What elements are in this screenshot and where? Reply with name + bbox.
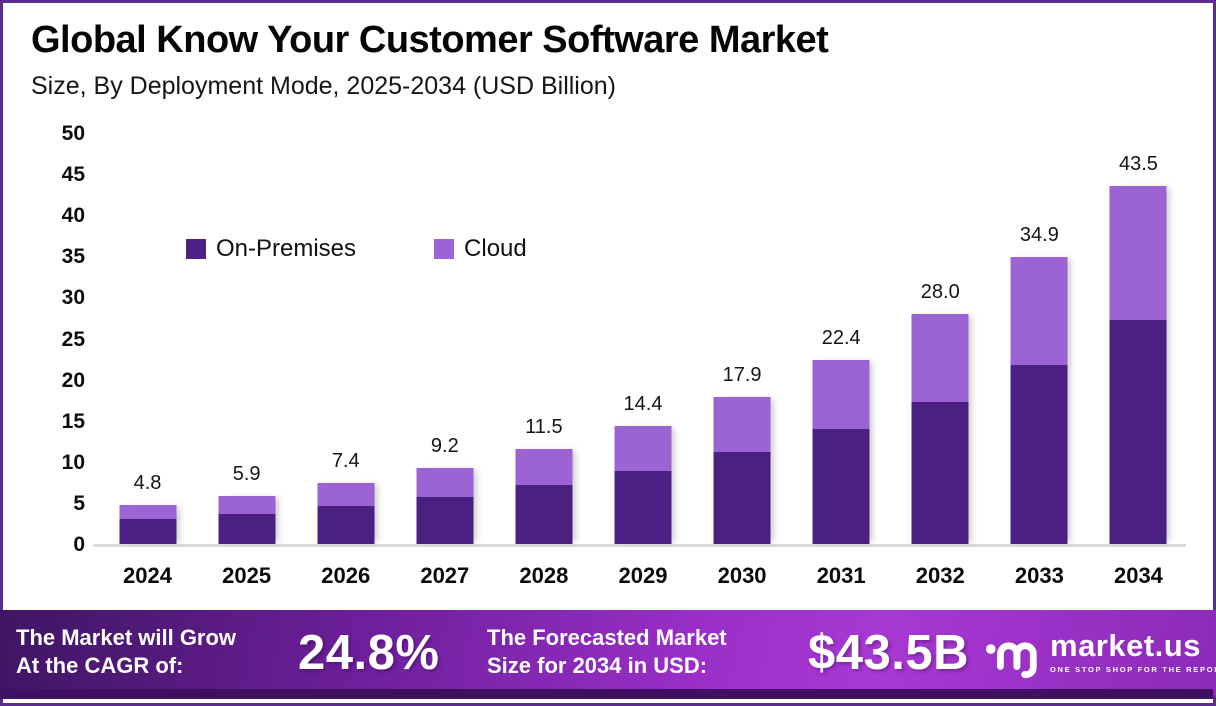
bar-segment-cloud-2024	[119, 504, 177, 520]
bar-segment-on-premises-2027	[416, 497, 474, 544]
x-axis-year-label-2032: 2032	[915, 563, 965, 588]
legend-swatch-on-premises	[186, 239, 206, 259]
bar-total-label-2030: 17.9	[722, 363, 762, 386]
bar-segment-on-premises-2034	[1109, 320, 1167, 544]
y-axis-tick-label: 35	[61, 245, 85, 269]
y-axis-tick-label: 5	[73, 491, 85, 515]
legend-item-cloud: Cloud	[434, 235, 527, 263]
legend-item-on-premises: On-Premises	[186, 235, 356, 263]
y-axis-tick-label: 0	[73, 533, 85, 556]
x-axis-year-label-2034: 2034	[1113, 563, 1163, 588]
bar-segment-on-premises-2025	[218, 513, 276, 544]
bar-segment-cloud-2031	[812, 359, 870, 429]
bar-total-label-2025: 5.9	[232, 462, 261, 485]
bar-group-2031	[812, 359, 870, 544]
chart-header: Global Know Your Customer Software Marke…	[31, 19, 829, 101]
bar-group-2024	[119, 504, 177, 544]
bar-segment-cloud-2027	[416, 468, 474, 498]
bar-total-label-2033: 34.9	[1019, 224, 1059, 247]
y-axis: 0 5 10 15 20 25 30 35 40 45 50	[33, 122, 85, 556]
x-axis-year-label-2025: 2025	[222, 563, 272, 588]
bar-segment-cloud-2025	[218, 495, 276, 514]
bar-total-label-2032: 28.0	[920, 280, 960, 303]
x-axis-baseline	[93, 544, 1186, 547]
bar-group-2032	[911, 313, 969, 544]
bar-group-2033	[1010, 257, 1068, 544]
x-axis-year-label-2030: 2030	[717, 563, 767, 588]
brand-block: market.us ONE STOP SHOP FOR THE REPORTS	[984, 623, 1216, 681]
bar-segment-cloud-2030	[713, 396, 771, 452]
bar-group-2028	[515, 449, 573, 544]
bar-segment-on-premises-2029	[614, 470, 672, 544]
bar-segment-on-premises-2024	[119, 519, 177, 544]
legend-label-cloud: Cloud	[464, 235, 527, 262]
bar-segment-cloud-2032	[911, 313, 969, 402]
y-axis-tick-label: 50	[61, 122, 85, 145]
bar-total-label-2027: 9.2	[430, 435, 459, 458]
bar-group-2030	[713, 396, 771, 544]
y-axis-tick-label: 15	[61, 409, 85, 433]
bar-group-2029	[614, 425, 672, 544]
y-axis-tick-label: 30	[61, 286, 85, 310]
forecast-label: The Forecasted Market Size for 2034 in U…	[487, 625, 727, 678]
chart-legend: On-Premises Cloud	[186, 235, 527, 263]
bar-total-label-2029: 14.4	[623, 392, 663, 415]
bar-segment-cloud-2034	[1109, 186, 1167, 321]
bar-group-2027	[416, 468, 474, 544]
bar-segment-cloud-2028	[515, 449, 573, 485]
x-axis-year-label-2031: 2031	[816, 563, 866, 588]
y-axis-tick-label: 10	[61, 450, 85, 474]
bar-segment-on-premises-2028	[515, 484, 573, 544]
brand-text: market.us ONE STOP SHOP FOR THE REPORTS	[1050, 628, 1216, 675]
brand-name: market.us	[1050, 628, 1201, 663]
legend-swatch-cloud	[434, 239, 455, 259]
bar-group-2025	[218, 495, 276, 544]
bar-total-label-2026: 7.4	[331, 450, 360, 473]
bar-group-2034	[1109, 186, 1167, 544]
x-axis-year-label-2027: 2027	[420, 563, 470, 588]
bar-segment-on-premises-2026	[317, 506, 375, 544]
x-axis-year-label-2028: 2028	[519, 563, 569, 588]
bar-segment-on-premises-2033	[1010, 364, 1068, 544]
y-axis-tick-label: 40	[61, 204, 85, 228]
x-axis-year-label-2026: 2026	[321, 563, 371, 588]
brand-tagline: ONE STOP SHOP FOR THE REPORTS	[1050, 665, 1216, 674]
x-axis: 2024 2025 2026 2027 2028 2029 2030 2031 2032 2033…	[98, 563, 1188, 593]
bar-segment-cloud-2029	[614, 425, 672, 471]
forecast-value: $43.5B	[808, 626, 970, 680]
plot-area: On-Premises Cloud 4.8 5.9 7.4 9.2 11.5 14.4 17.…	[98, 133, 1188, 544]
footer-banner: The Market will Grow At the CAGR of: 24.…	[0, 610, 1216, 699]
x-axis-year-label-2024: 2024	[123, 563, 173, 588]
bar-total-label-2028: 11.5	[525, 416, 563, 439]
bar-segment-on-premises-2030	[713, 451, 771, 544]
bar-group-2026	[317, 483, 375, 544]
chart-title: Global Know Your Customer Software Marke…	[31, 19, 829, 61]
x-axis-year-label-2033: 2033	[1014, 563, 1064, 588]
y-axis-tick-label: 25	[61, 327, 85, 351]
legend-label-on-premises: On-Premises	[216, 235, 357, 262]
cagr-value: 24.8%	[298, 626, 440, 680]
bar-segment-on-premises-2032	[911, 401, 969, 544]
bar-total-label-2024: 4.8	[133, 471, 162, 494]
bar-total-label-2034: 43.5	[1118, 153, 1158, 176]
y-axis-tick-label: 45	[61, 163, 85, 187]
bar-total-label-2031: 22.4	[821, 326, 861, 349]
bar-segment-cloud-2033	[1010, 257, 1068, 365]
y-axis-tick-label: 20	[61, 368, 85, 392]
x-axis-year-label-2029: 2029	[618, 563, 668, 588]
bar-segment-cloud-2026	[317, 483, 375, 507]
footer-bottom-strip	[0, 689, 1213, 699]
cagr-label: The Market will Grow At the CAGR of:	[16, 625, 237, 678]
market-us-logo-icon	[985, 642, 1037, 679]
chart-subtitle: Size, By Deployment Mode, 2025-2034 (USD…	[31, 72, 616, 100]
bar-segment-on-premises-2031	[812, 428, 870, 544]
